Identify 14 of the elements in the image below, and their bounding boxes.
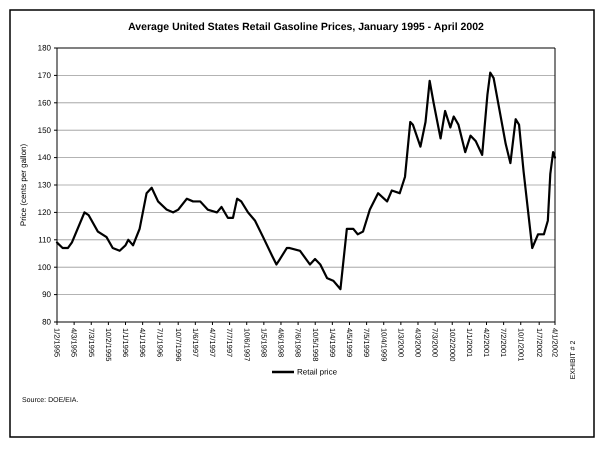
legend-label: Retail price	[297, 368, 338, 377]
y-tick-label: 160	[38, 98, 52, 108]
y-tick-label: 170	[38, 70, 52, 80]
y-tick-label: 110	[38, 235, 52, 244]
y-tick-label: 120	[38, 208, 52, 217]
chart-title: Average United States Retail Gasoline Prices, January 1995 - April 2002	[128, 21, 484, 33]
y-tick-label: 100	[38, 262, 52, 272]
y-tick-label: 80	[42, 318, 52, 327]
y-tick-label: 90	[42, 290, 52, 300]
y-tick-label: 140	[38, 153, 52, 162]
y-tick-label: 180	[38, 44, 52, 53]
y-tick-label: 150	[38, 126, 52, 135]
y-axis-title: Price (cents per gallon)	[19, 144, 28, 226]
y-tick-label: 130	[38, 180, 52, 190]
